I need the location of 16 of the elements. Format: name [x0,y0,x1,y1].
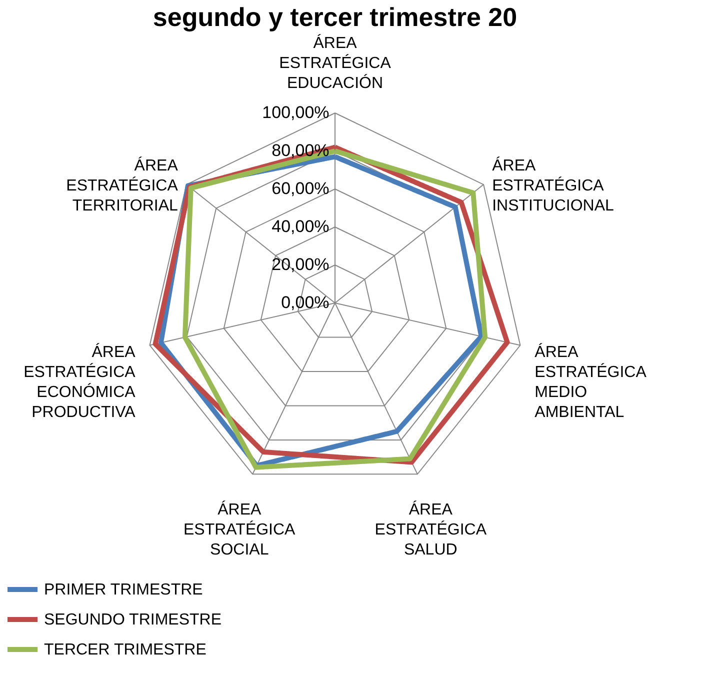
spoke-label: ÁREA ESTRATÉGICA EDUCACIÓN [279,34,392,92]
spoke-label: ÁREA ESTRATÉGICA ECONÓMICA PRODUCTIVA [24,343,136,422]
y-tick-label: 60,00% [272,179,330,198]
y-tick-label: 100,00% [262,103,330,122]
spoke-label: ÁREA ESTRATÉGICA TERRITORIAL [66,156,178,215]
y-tick-label: 20,00% [272,255,330,274]
legend-label: SEGUNDO TRIMESTRE [44,612,222,628]
spoke-label: ÁREA ESTRATÉGICA INSTITUCIONAL [492,156,614,215]
legend-label: TERCER TRIMESTRE [44,642,206,658]
spoke-label: ÁREA ESTRATÉGICA MEDIO AMBIENTAL [534,343,647,422]
spoke-label: ÁREA ESTRATÉGICA SALUD [374,500,487,559]
y-tick-label: 0,00% [281,293,330,312]
y-tick-label: 40,00% [272,217,330,236]
legend-label: PRIMER TRIMESTRE [44,582,203,598]
chart-title: segundo y tercer trimestre 20 [152,2,518,32]
spoke-label: ÁREA ESTRATÉGICA SOCIAL [184,500,296,559]
